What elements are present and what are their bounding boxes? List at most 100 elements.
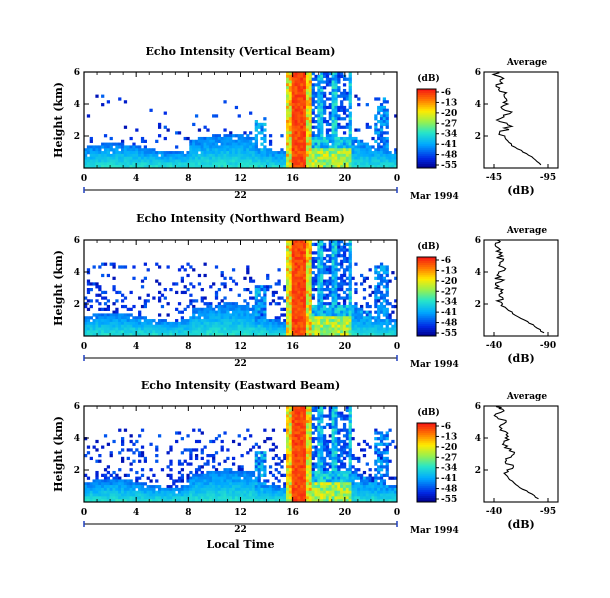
echo-cell <box>340 445 344 449</box>
echo-cell <box>251 145 256 149</box>
echo-cell <box>294 134 298 138</box>
echo-cell <box>340 94 344 98</box>
echo-cell <box>240 142 244 146</box>
echo-cell <box>217 499 221 503</box>
echo-cell <box>303 290 307 295</box>
echo-cell <box>254 122 258 127</box>
echo-cell <box>103 134 108 138</box>
echo-cell <box>331 428 335 432</box>
colorbar-segment <box>417 308 436 311</box>
echo-cell <box>132 327 136 331</box>
echo-cell <box>175 290 179 295</box>
echo-cell <box>331 479 335 483</box>
echo-cell <box>323 499 327 503</box>
echo-cell <box>140 321 145 326</box>
echo-cell <box>294 296 298 300</box>
echo-cell <box>246 482 250 486</box>
echo-cell <box>357 333 361 337</box>
echo-cell <box>382 117 387 121</box>
echo-cell <box>323 487 327 492</box>
echo-cell <box>286 411 290 415</box>
echo-cell <box>294 290 298 295</box>
echo-cell <box>328 91 332 95</box>
echo-cell <box>303 417 307 421</box>
echo-cell <box>288 414 293 418</box>
echo-cell <box>92 159 96 163</box>
echo-cell <box>229 333 233 337</box>
echo-cell <box>314 145 318 149</box>
echo-cell <box>231 159 236 163</box>
echo-cell <box>203 156 207 160</box>
echo-cell <box>377 276 381 280</box>
echo-cell <box>317 288 321 292</box>
echo-cell <box>317 259 321 263</box>
echo-cell <box>129 479 133 483</box>
echo-cell <box>212 439 216 444</box>
echo-cell <box>271 442 276 446</box>
echo-cell <box>288 136 293 141</box>
echo-cell <box>254 128 258 132</box>
echo-cell <box>308 91 313 95</box>
echo-cell <box>379 122 384 127</box>
echo-cell <box>206 307 210 311</box>
echo-cell <box>303 454 307 458</box>
echo-cell <box>200 496 204 500</box>
echo-cell <box>286 485 290 489</box>
echo-cell <box>328 462 332 466</box>
echo-cell <box>323 313 327 317</box>
echo-cell <box>214 162 219 166</box>
echo-cell <box>101 165 105 169</box>
echo-cell <box>257 288 261 292</box>
echo-cell <box>283 162 287 166</box>
echo-cell <box>155 159 159 163</box>
echo-cell <box>183 136 187 141</box>
echo-cell <box>274 153 278 158</box>
echo-cell <box>294 111 298 115</box>
echo-cell <box>340 162 344 166</box>
echo-cell <box>101 153 105 158</box>
echo-cell <box>320 333 324 337</box>
echo-cell <box>268 493 273 497</box>
echo-cell <box>320 91 324 95</box>
echo-cell <box>86 162 91 166</box>
echo-cell <box>288 319 293 323</box>
echo-cell <box>342 248 347 252</box>
echo-cell <box>328 454 332 458</box>
echo-cell <box>305 459 310 463</box>
echo-cell <box>86 499 91 503</box>
echo-cell <box>345 304 350 309</box>
echo-cell <box>288 496 293 500</box>
echo-cell <box>297 422 301 427</box>
echo-cell <box>297 456 301 461</box>
echo-cell <box>138 487 142 492</box>
echo-cell <box>226 324 230 328</box>
echo-cell <box>371 330 375 334</box>
echo-cell <box>86 451 91 455</box>
echo-cell <box>192 496 196 500</box>
echo-cell <box>323 108 327 112</box>
echo-cell <box>180 279 184 283</box>
echo-cell <box>317 411 321 415</box>
echo-cell <box>106 313 111 317</box>
echo-cell <box>291 125 295 129</box>
echo-cell <box>251 493 256 497</box>
echo-cell <box>334 296 338 300</box>
echo-cell <box>297 434 301 438</box>
echo-cell <box>331 77 335 81</box>
echo-cell <box>106 487 111 492</box>
echo-cell <box>254 482 258 486</box>
echo-cell <box>189 333 193 337</box>
echo-cell <box>300 408 304 413</box>
echo-cell <box>288 77 293 81</box>
echo-cell <box>157 324 162 328</box>
echo-cell <box>132 151 136 155</box>
echo-cell <box>331 425 335 429</box>
echo-cell <box>95 321 99 326</box>
echo-cell <box>197 316 202 320</box>
echo-cell <box>101 142 105 146</box>
echo-cell <box>109 153 113 158</box>
echo-cell <box>288 108 293 112</box>
echo-cell <box>166 151 170 155</box>
echo-cell <box>254 493 258 497</box>
echo-cell <box>331 145 335 149</box>
